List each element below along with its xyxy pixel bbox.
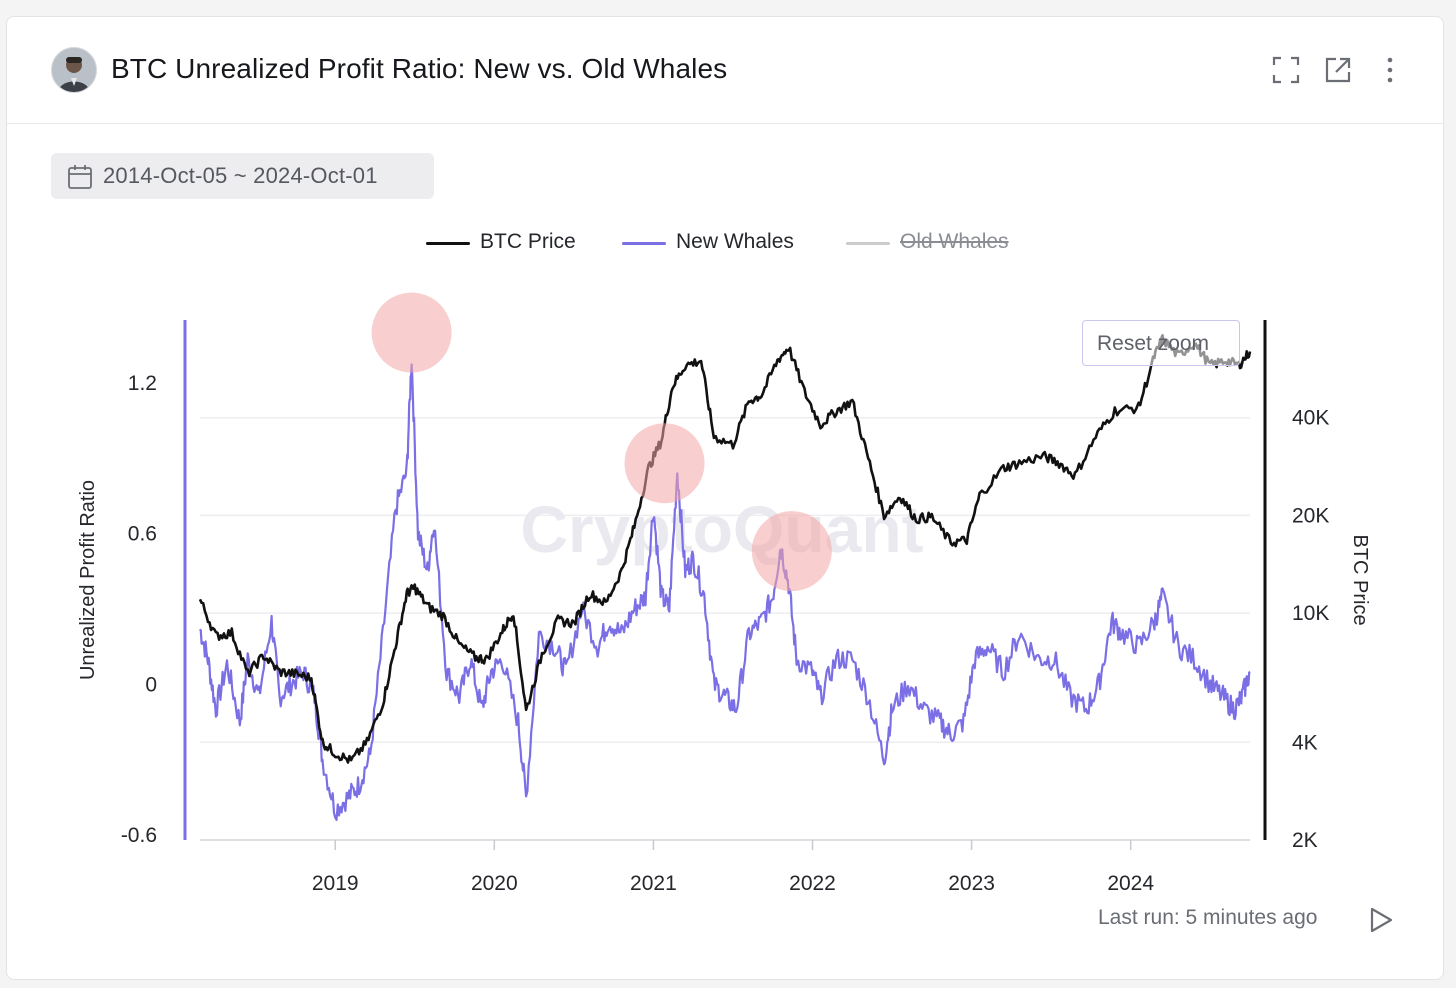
y-right-tick-label: 2K xyxy=(1292,829,1318,852)
y-right-tick-label: 20K xyxy=(1292,504,1329,527)
x-tick-label: 2022 xyxy=(789,872,836,895)
chart-card: BTC Unrealized Profit Ratio: New vs. Old… xyxy=(6,16,1444,980)
x-tick-label: 2023 xyxy=(948,872,995,895)
y-left-tick-label: 1.2 xyxy=(128,372,157,395)
legend-label: BTC Price xyxy=(480,230,576,253)
legend-swatch xyxy=(846,242,890,245)
y-right-tick-label: 4K xyxy=(1292,731,1318,754)
series-btc-price-line xyxy=(198,334,1252,764)
run-icon[interactable] xyxy=(1368,906,1394,934)
more-options-icon[interactable] xyxy=(1375,55,1405,85)
y-left-tick-label: -0.6 xyxy=(121,824,157,847)
y-left-axis-title: Unrealized Profit Ratio xyxy=(77,480,99,680)
date-range-picker[interactable]: 2014-Oct-05 ~ 2024-Oct-01 xyxy=(51,153,434,199)
y-right-tick-label: 40K xyxy=(1292,407,1329,430)
reset-zoom-button[interactable]: Reset zoom xyxy=(1082,320,1240,366)
highlight-circle xyxy=(624,423,705,504)
page-title: BTC Unrealized Profit Ratio: New vs. Old… xyxy=(111,53,728,84)
calendar-icon xyxy=(68,165,92,189)
y-right-axis-title: BTC Price xyxy=(1349,534,1371,625)
date-range-text: 2014-Oct-05 ~ 2024-Oct-01 xyxy=(103,163,378,188)
x-tick-label: 2021 xyxy=(630,872,677,895)
highlight-circle xyxy=(751,511,832,592)
legend-label: New Whales xyxy=(676,230,794,253)
legend-btc-price[interactable]: BTC Price xyxy=(426,228,596,258)
last-run-text: Last run: 5 minutes ago xyxy=(1098,906,1318,929)
x-tick-label: 2019 xyxy=(312,872,359,895)
series-new-whales-line xyxy=(199,363,1251,821)
y-right-tick-label: 10K xyxy=(1292,602,1329,625)
watermark: CryptoQuant xyxy=(520,492,923,566)
y-left-tick-label: 0.6 xyxy=(128,523,157,546)
legend-swatch xyxy=(426,242,470,245)
card-header: BTC Unrealized Profit Ratio: New vs. Old… xyxy=(7,17,1443,124)
fullscreen-icon[interactable] xyxy=(1271,55,1301,85)
x-tick-label: 2024 xyxy=(1107,872,1154,895)
highlight-circle xyxy=(371,292,452,373)
y-left-tick-label: 0 xyxy=(145,673,157,696)
legend-label: Old Whales xyxy=(900,230,1009,253)
author-avatar[interactable] xyxy=(51,47,97,93)
x-tick-label: 2020 xyxy=(471,872,518,895)
open-external-icon[interactable] xyxy=(1323,55,1353,85)
legend-swatch xyxy=(622,242,666,245)
legend-new-whales[interactable]: New Whales xyxy=(622,228,822,258)
legend-old-whales[interactable]: Old Whales xyxy=(846,228,1036,258)
